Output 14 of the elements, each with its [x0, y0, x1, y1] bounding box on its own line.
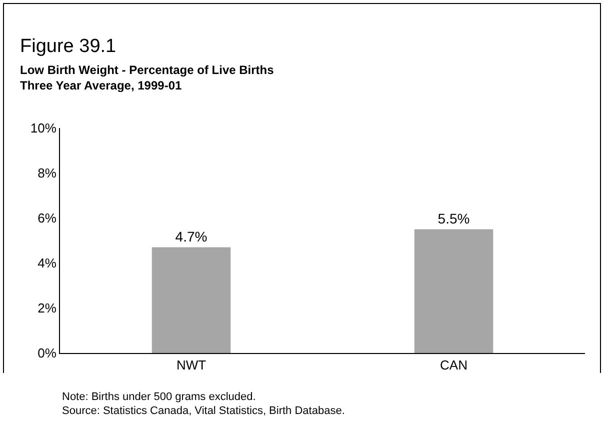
x-tick-label: NWT — [176, 358, 206, 373]
y-tick-label: 0% — [38, 346, 57, 361]
y-tick-label: 4% — [38, 256, 57, 271]
y-tick-label: 8% — [38, 166, 57, 181]
chart-subtitle: Low Birth Weight - Percentage of Live Births Three Year Average, 1999-01 — [20, 63, 274, 93]
text: Note: Births under 500 grams excluded. — [62, 391, 256, 403]
data-label: 4.7% — [175, 228, 208, 244]
chart-title: Figure 39.1 — [20, 36, 116, 57]
x-tick-label: CAN — [440, 358, 468, 373]
y-tick-label: 6% — [38, 210, 57, 226]
source-note: Source: Statistics Canada, Vital Statistics, Birth Database. — [62, 405, 345, 417]
y-tick-label: 10% — [30, 120, 57, 136]
y-tick-label: 2% — [38, 300, 57, 316]
data-label: 5.5% — [438, 210, 470, 226]
